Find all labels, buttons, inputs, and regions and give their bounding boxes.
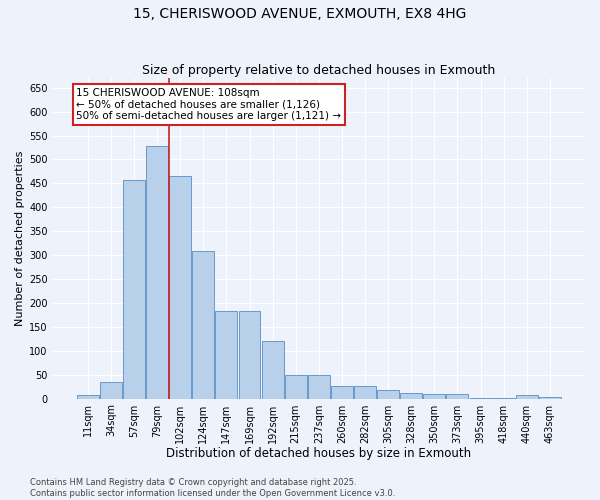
Title: Size of property relative to detached houses in Exmouth: Size of property relative to detached ho… [142,64,496,77]
Bar [331,386,353,398]
Bar [377,390,399,398]
Bar [262,341,284,398]
Bar [516,395,538,398]
Bar [354,386,376,398]
Bar [539,396,561,398]
Bar [239,310,260,398]
Text: 15 CHERISWOOD AVENUE: 108sqm
← 50% of detached houses are smaller (1,126)
50% of: 15 CHERISWOOD AVENUE: 108sqm ← 50% of de… [76,88,341,121]
Bar [285,374,307,398]
Bar [169,176,191,398]
Y-axis label: Number of detached properties: Number of detached properties [15,150,25,326]
Bar [215,310,238,398]
Bar [424,394,445,398]
Bar [77,395,99,398]
Bar [446,394,469,398]
Bar [400,393,422,398]
Bar [193,252,214,398]
X-axis label: Distribution of detached houses by size in Exmouth: Distribution of detached houses by size … [166,447,472,460]
Bar [100,382,122,398]
Bar [123,180,145,398]
Bar [308,374,330,398]
Text: Contains HM Land Registry data © Crown copyright and database right 2025.
Contai: Contains HM Land Registry data © Crown c… [30,478,395,498]
Bar [146,146,168,399]
Text: 15, CHERISWOOD AVENUE, EXMOUTH, EX8 4HG: 15, CHERISWOOD AVENUE, EXMOUTH, EX8 4HG [133,8,467,22]
